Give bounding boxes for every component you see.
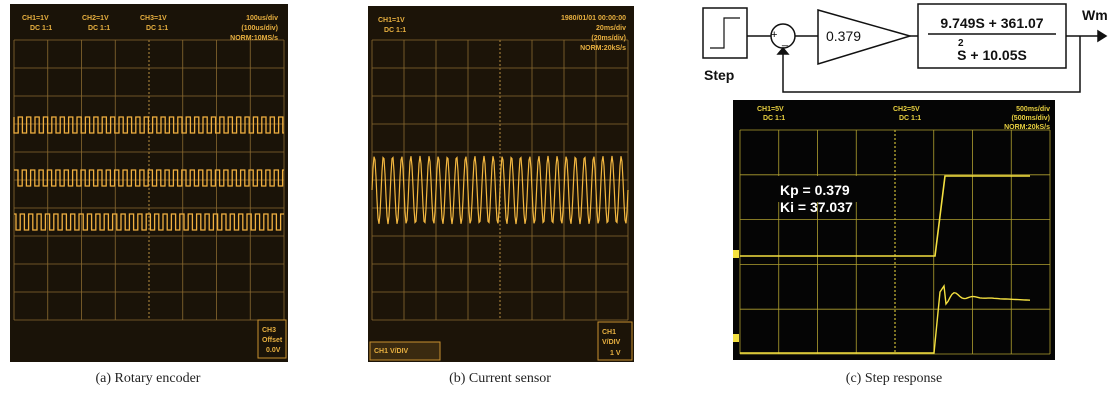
coupling: DC 1:1	[899, 115, 921, 122]
date: 1980/01/01 00:00:00	[561, 15, 626, 22]
timebase-alt: (20ms/div)	[591, 35, 626, 42]
marker	[733, 334, 739, 342]
timebase-alt: (500ms/div)	[1011, 115, 1050, 122]
caption: (c) Step response	[846, 371, 942, 386]
footer-left: CH1 V/DIV	[374, 348, 409, 355]
caption: (b) Current sensor	[449, 371, 551, 386]
scope-a: CH1=1V DC 1:1 CH2=1V DC 1:1 CH3=1V DC 1:…	[10, 4, 288, 362]
scope-c: CH1=5V DC 1:1 CH2=5V DC 1:1 500ms/div (5…	[733, 100, 1055, 360]
channel: CH1=1V	[22, 15, 49, 22]
timebase: 100us/div	[246, 15, 278, 22]
numerator: 9.749S + 361.07	[940, 15, 1043, 31]
channel: CH1=5V	[757, 106, 784, 113]
marker	[733, 250, 739, 258]
figure: CH1=1V DC 1:1 CH2=1V DC 1:1 CH3=1V DC 1:…	[0, 0, 1111, 412]
ki-label: Ki = 37.037	[780, 199, 853, 215]
coupling: DC 1:1	[763, 115, 785, 122]
caption: (a) Rotary encoder	[96, 371, 201, 386]
channel: CH2=1V	[82, 15, 109, 22]
footer: 1 V	[610, 350, 621, 357]
scope-b: CH1=1V DC 1:1 1980/01/01 00:00:00 20ms/d…	[368, 6, 634, 362]
step-block	[703, 8, 747, 58]
output-label: Wm	[1082, 7, 1108, 23]
timebase: 20ms/div	[596, 25, 626, 32]
arrow	[1098, 31, 1106, 41]
mode: NORM:20kS/s	[1004, 124, 1050, 131]
footer: CH1	[602, 329, 616, 336]
block-diagram	[703, 4, 1106, 92]
footer: Offset	[262, 337, 283, 344]
mode: NORM:10MS/s	[230, 35, 278, 42]
screen-bg	[733, 100, 1055, 360]
channel: CH2=5V	[893, 106, 920, 113]
footer: V/DIV	[602, 339, 621, 346]
kp-label: Kp = 0.379	[780, 182, 850, 198]
coupling: DC 1:1	[384, 27, 406, 34]
sum-sign: _	[781, 35, 789, 47]
timebase-alt: (100us/div)	[241, 25, 278, 32]
gain: 0.379	[826, 28, 861, 44]
coupling: DC 1:1	[88, 25, 110, 32]
arrow	[778, 48, 788, 54]
channel: CH3=1V	[140, 15, 167, 22]
mode: NORM:20kS/s	[580, 45, 626, 52]
timebase: 500ms/div	[1016, 106, 1050, 113]
coupling: DC 1:1	[30, 25, 52, 32]
sum-sign: +	[771, 29, 777, 41]
channel: CH1=1V	[378, 17, 405, 24]
coupling: DC 1:1	[146, 25, 168, 32]
footer: CH3	[262, 327, 276, 334]
screen-bg	[368, 6, 634, 362]
footer: 0.0V	[266, 347, 281, 354]
step-label: Step	[704, 67, 734, 83]
exponent: 2	[958, 38, 964, 49]
denominator: S + 10.05S	[957, 47, 1027, 63]
